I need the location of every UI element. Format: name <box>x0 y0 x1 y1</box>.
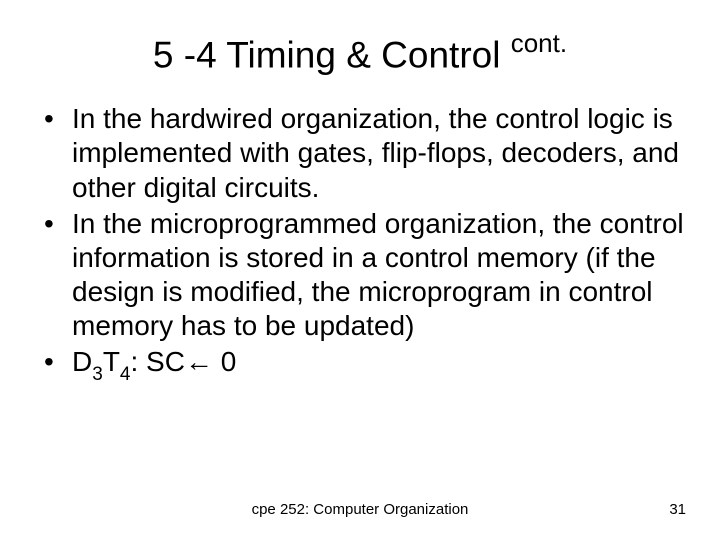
slide-title: 5 -4 Timing & Control cont. <box>36 30 684 76</box>
bullet-marker: • <box>42 207 72 241</box>
slide: 5 -4 Timing & Control cont. • In the har… <box>0 0 720 540</box>
bullet-text: In the microprogrammed organization, the… <box>72 207 684 344</box>
bullet-marker: • <box>42 102 72 136</box>
formula-t: T <box>103 346 120 377</box>
footer-text: cpe 252: Computer Organization <box>0 501 720 518</box>
formula-sub1: 3 <box>92 364 103 385</box>
bullet-marker: • <box>42 345 72 379</box>
title-superscript: cont. <box>511 28 567 58</box>
page-number: 31 <box>669 501 686 518</box>
title-main: 5 -4 Timing & Control <box>153 34 511 75</box>
bullet-item: • D3T4: SC← 0 <box>42 345 684 384</box>
formula-d: D <box>72 346 92 377</box>
bullet-text: D3T4: SC← 0 <box>72 345 684 384</box>
bullet-item: • In the hardwired organization, the con… <box>42 102 684 204</box>
slide-content: • In the hardwired organization, the con… <box>36 102 684 384</box>
formula-rest: : SC← 0 <box>131 346 237 377</box>
bullet-text: In the hardwired organization, the contr… <box>72 102 684 204</box>
formula-sub2: 4 <box>120 364 131 385</box>
bullet-item: • In the microprogrammed organization, t… <box>42 207 684 344</box>
